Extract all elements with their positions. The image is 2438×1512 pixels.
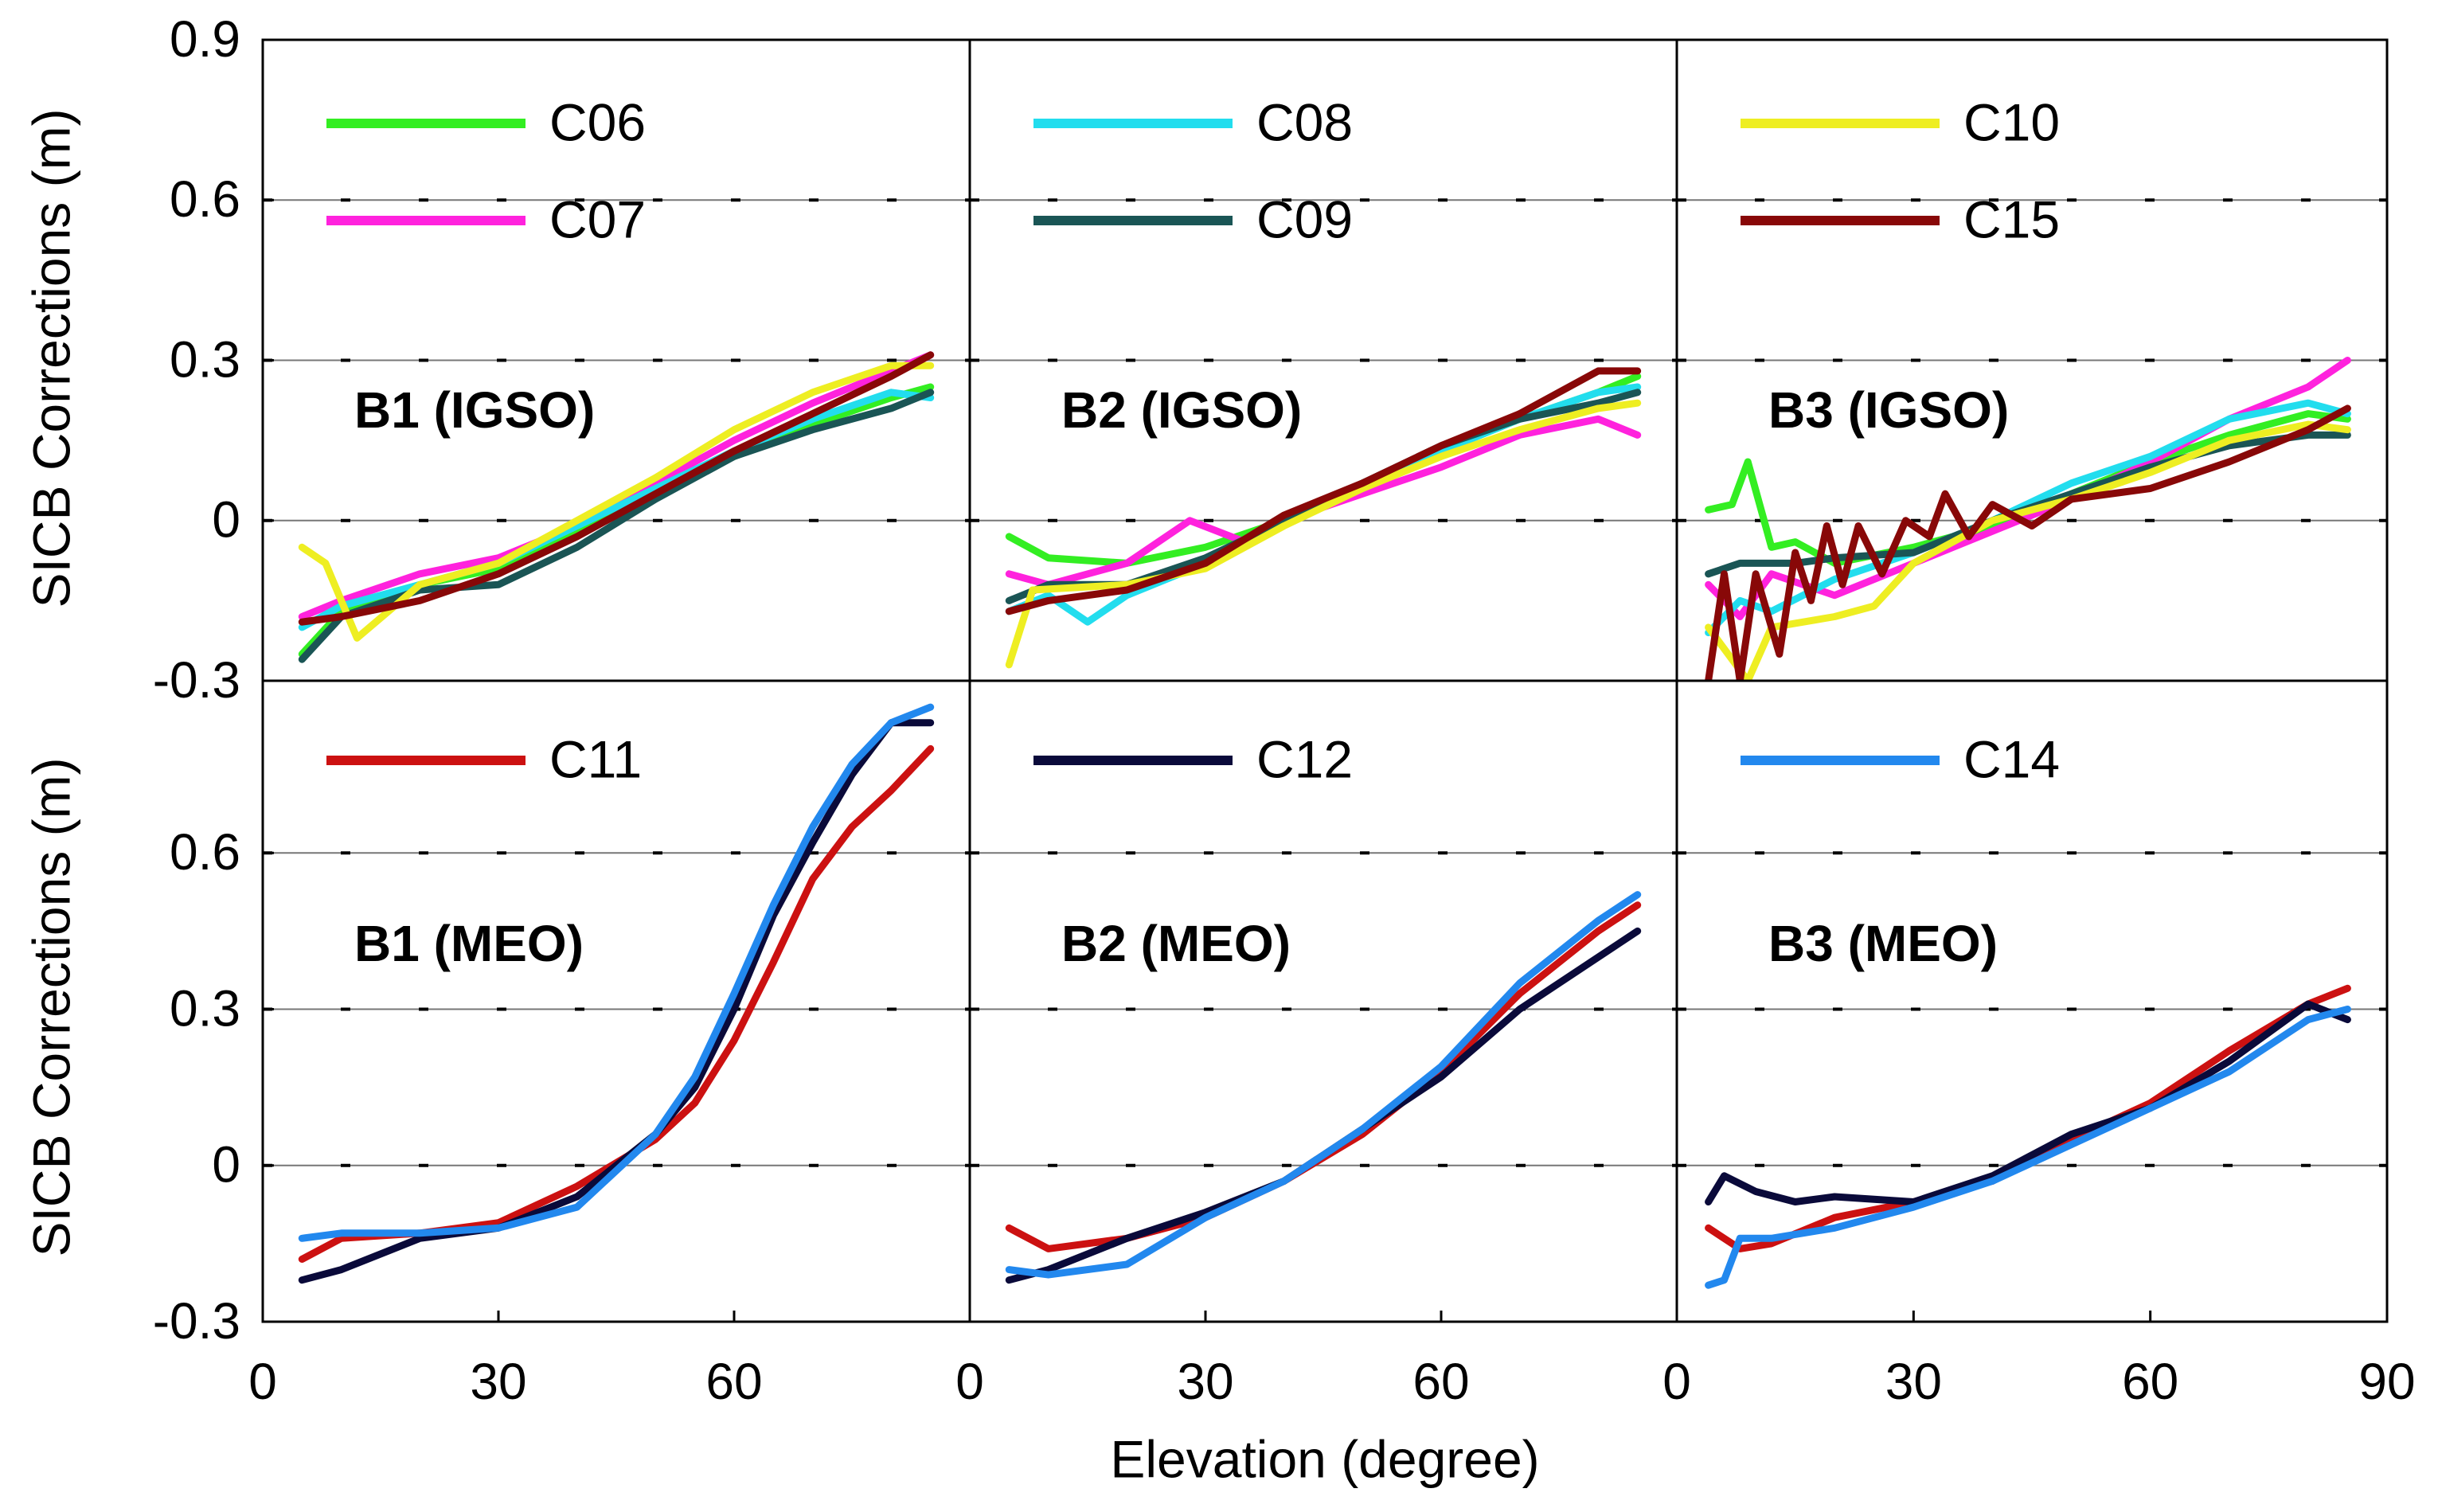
x-tick-label: 30 (470, 1353, 526, 1410)
panel-label: B3 (IGSO) (1768, 381, 2009, 439)
y-tick-label: 0.3 (170, 979, 240, 1037)
legend-label-c08: C08 (1256, 92, 1353, 151)
y-axis-title-top: SICB Corrections (m) (21, 108, 80, 608)
panel-label: B1 (MEO) (354, 915, 584, 972)
legend-label-c14: C14 (1963, 729, 2060, 788)
panel-label: B2 (IGSO) (1061, 381, 1302, 439)
series-line-c08 (298, 389, 935, 631)
y-tick-label: -0.3 (153, 651, 240, 709)
series-line-c06 (1705, 410, 2351, 567)
x-tick-label: 60 (1412, 1353, 1469, 1410)
panel-label: B1 (IGSO) (354, 381, 595, 439)
x-tick-label: 60 (705, 1353, 762, 1410)
series-line-c12 (298, 719, 935, 1284)
x-axis-title: Elevation (degree) (1110, 1429, 1539, 1488)
series-line-c12 (1005, 927, 1642, 1284)
x-tick-label: 90 (2358, 1353, 2415, 1410)
x-tick-label: 0 (248, 1353, 277, 1410)
x-tick-label: 0 (1662, 1353, 1691, 1410)
y-tick-label: 0 (212, 491, 240, 549)
legend-label-c12: C12 (1256, 729, 1353, 788)
x-tick-label: 30 (1885, 1353, 1942, 1410)
panel-label: B3 (MEO) (1768, 915, 1998, 972)
series-line-c09 (298, 389, 935, 663)
legend-label-c11: C11 (549, 729, 642, 788)
y-tick-label: 0 (212, 1136, 240, 1194)
y-tick-label: 0.3 (170, 330, 240, 388)
series-line-c10 (1005, 399, 1642, 669)
legend-label-c10: C10 (1963, 92, 2060, 151)
x-tick-label: 60 (2122, 1353, 2178, 1410)
y-tick-label: 0.9 (170, 10, 240, 68)
y-tick-label: 0.6 (170, 170, 240, 228)
series-line-c15 (1005, 367, 1642, 615)
x-tick-label: 30 (1177, 1353, 1233, 1410)
legend-label-c15: C15 (1963, 189, 2060, 248)
panel-frame (1675, 679, 2389, 1323)
y-tick-label: 0.6 (170, 823, 240, 881)
series-line-c14 (1005, 891, 1642, 1279)
y-tick-label: -0.3 (153, 1292, 240, 1350)
legend-label-c09: C09 (1256, 189, 1353, 248)
x-tick-label: 0 (955, 1353, 984, 1410)
legend-label-c07: C07 (549, 189, 646, 248)
series-line-c15 (1705, 404, 2351, 681)
series-line-c11 (298, 744, 935, 1263)
series-line-c12 (1705, 1000, 2351, 1205)
series-line-c11 (1705, 984, 2351, 1252)
panel-label: B2 (MEO) (1061, 915, 1291, 972)
series-line-c15 (298, 351, 935, 626)
series-line-c10 (1705, 420, 2351, 681)
series-line-c14 (298, 703, 935, 1242)
series-line-c14 (1705, 1006, 2351, 1289)
legend-label-c06: C06 (549, 92, 646, 151)
y-axis-title-bottom: SICB Corrections (m) (21, 757, 80, 1256)
